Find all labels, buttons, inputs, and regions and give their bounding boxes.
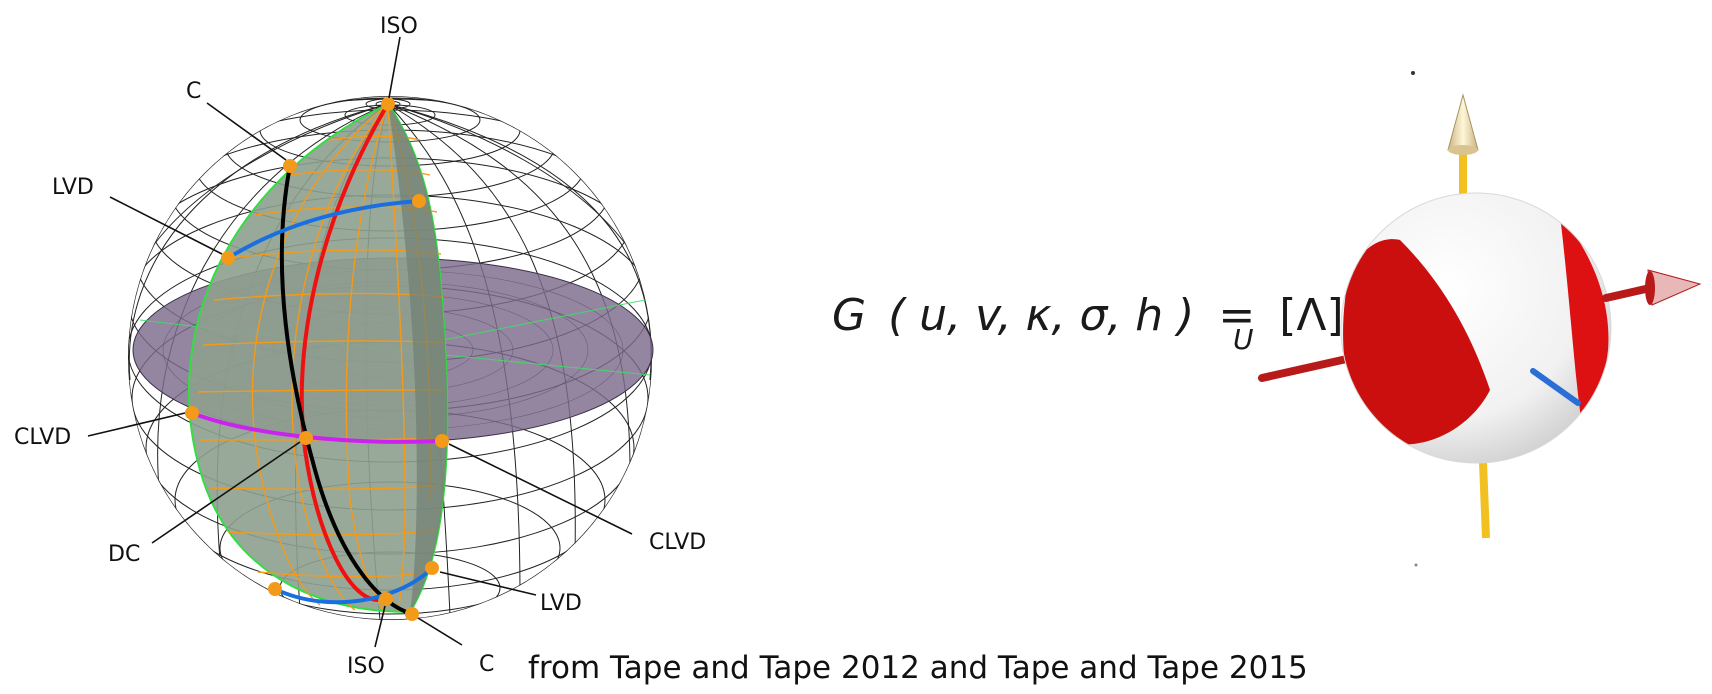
marker-c-bottom [405,607,419,621]
label-clvd-right: CLVD [649,530,706,555]
lune-markers [185,97,449,621]
black-arc [279,165,413,616]
beachball-figure [1258,71,1702,567]
marker-clvd-left [185,406,199,420]
marker-iso-bottom [379,592,393,606]
leader-lines [87,36,633,648]
beachball-red-lobe-left [1343,239,1490,445]
marker-clvd-right [435,434,449,448]
red-axis-right [1602,284,1654,302]
marker-c-top [283,159,297,173]
marker-lvd-bottom-right [425,561,439,575]
label-c-top: C [186,79,201,104]
marker-iso-top [381,97,395,111]
label-clvd-left: CLVD [14,425,71,450]
caption: from Tape and Tape 2012 and Tape and Tap… [528,650,1308,686]
formula-equals: = [1218,290,1255,341]
marker-lvd-bottom-left [268,582,282,596]
svg-text:G ( u, v, κ, σ, h ): G ( u, v, κ, σ, h ) = [Λ] [832,290,1344,341]
yellow-cone-icon [1447,93,1479,151]
formula-args: ( u, v, κ, σ, h ) [888,290,1194,341]
lune-arcs [191,102,443,616]
label-lvd-bottom: LVD [540,591,582,616]
label-dc: DC [108,542,140,567]
blue-arc-top [226,199,420,260]
marker-dc [299,431,313,445]
label-c-bottom: C [479,652,494,677]
formula-function: G [832,290,866,341]
red-axis-left [1258,352,1364,382]
lune-region [187,102,449,614]
formula-subscript: U [1233,323,1254,356]
lune-sphere: ISO C LVD CLVD DC CLVD LVD ISO C [14,14,706,679]
blue-axis [1530,368,1581,406]
marker-lvd-top-left [221,251,235,265]
label-lvd-top: LVD [52,175,94,200]
formula-rhs: [Λ] [1279,290,1343,341]
blue-arc-bottom [274,566,434,605]
label-iso-bottom: ISO [347,654,385,679]
red-cone-icon [1647,269,1702,306]
beachball-red-lobe-right [1560,215,1609,425]
formula: G ( u, v, κ, σ, h ) = [Λ] U [832,290,1344,356]
marker-lvd-top-right [412,194,426,208]
yellow-axis-bottom [1479,461,1490,539]
label-iso-top: ISO [380,14,418,39]
